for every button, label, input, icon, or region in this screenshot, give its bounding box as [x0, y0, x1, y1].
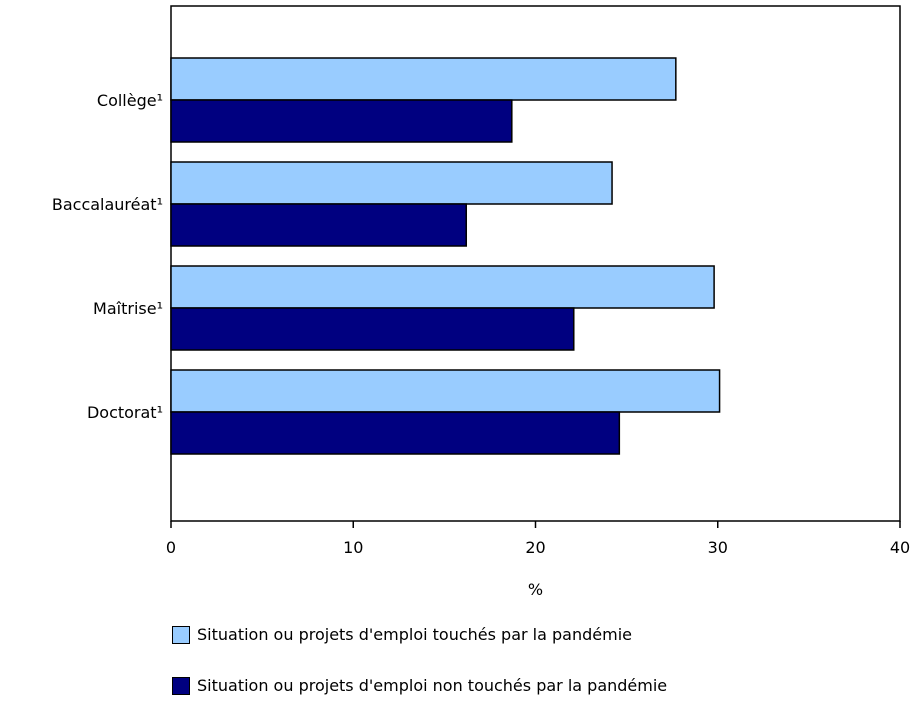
legend-item-affected: Situation ou projets d'emploi touchés pa…	[172, 622, 912, 648]
x-tick-label: 40	[890, 538, 910, 557]
legend: Situation ou projets d'emploi touchés pa…	[172, 622, 912, 724]
bar-affected-3	[170, 369, 721, 413]
bar-affected-2	[170, 265, 715, 309]
category-label: Doctorat¹	[87, 403, 163, 422]
chart-svg: Collège¹ Baccalauréat¹ Maîtrise¹ Doctorat¹ 0…	[52, 5, 910, 599]
chart: Collège¹ Baccalauréat¹ Maîtrise¹ Doctorat¹ 0…	[52, 5, 910, 599]
x-tick-label: 10	[343, 538, 363, 557]
category-label: Baccalauréat¹	[52, 195, 163, 214]
bar-not-affected-2	[170, 307, 575, 351]
bar-affected-1	[170, 161, 613, 205]
x-tick-label: 20	[525, 538, 545, 557]
x-axis-label: %	[528, 580, 543, 599]
legend-label-not-affected: Situation ou projets d'emploi non touché…	[197, 676, 668, 695]
x-tick-label: 30	[708, 538, 728, 557]
bar-not-affected-0	[170, 99, 513, 143]
bar-not-affected-3	[170, 411, 621, 455]
x-tick-label: 0	[166, 538, 176, 557]
legend-item-not-affected: Situation ou projets d'emploi non touché…	[172, 673, 912, 699]
category-label: Maîtrise¹	[93, 299, 163, 318]
bar-not-affected-1	[170, 203, 467, 247]
bar-affected-0	[170, 57, 677, 101]
category-label: Collège¹	[97, 91, 163, 110]
legend-swatch-affected	[172, 626, 190, 644]
legend-swatch-not-affected	[172, 677, 190, 695]
legend-label-affected: Situation ou projets d'emploi touchés pa…	[197, 625, 632, 644]
